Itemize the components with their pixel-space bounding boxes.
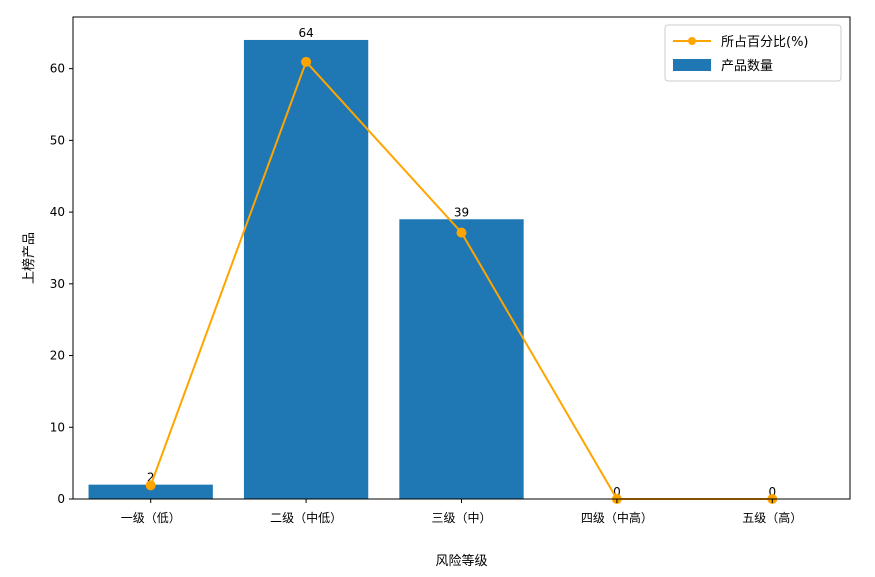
y-tick-label: 20 xyxy=(50,349,65,363)
line-point xyxy=(301,56,312,67)
bar-value-label: 2 xyxy=(147,471,155,485)
x-tick-group: 一级（低） 二级（中低） 三级（中） 四级（中高） 五级（高） xyxy=(121,499,802,525)
legend-bar-swatch xyxy=(673,59,711,71)
x-tick-label: 四级（中高） xyxy=(581,510,653,525)
legend-bar-label: 产品数量 xyxy=(721,59,773,74)
y-tick-label: 0 xyxy=(57,492,65,506)
bar-group xyxy=(88,39,524,499)
y-tick-label: 30 xyxy=(50,277,65,291)
bar-label-group: 2 64 39 0 0 xyxy=(147,26,776,499)
line-point xyxy=(456,227,467,238)
legend-marker-swatch xyxy=(688,37,696,45)
y-tick-label: 50 xyxy=(50,133,65,147)
y-tick-label: 10 xyxy=(50,420,65,434)
bar-value-label: 39 xyxy=(454,205,469,219)
bar xyxy=(243,39,369,499)
y-tick-label: 40 xyxy=(50,205,65,219)
y-axis-title: 上榜产品 xyxy=(21,232,37,284)
x-tick-label: 五级（高） xyxy=(742,510,802,525)
bar-value-label: 0 xyxy=(613,485,621,499)
bar-value-label: 64 xyxy=(298,26,313,40)
x-axis-title: 风险等级 xyxy=(435,553,487,569)
x-tick-label: 一级（低） xyxy=(121,511,181,525)
y-tick-label: 60 xyxy=(50,62,65,76)
bar xyxy=(88,484,213,499)
y-tick-group: 0 10 20 30 40 50 60 xyxy=(50,62,73,506)
bar xyxy=(399,219,524,499)
x-tick-label: 三级（中） xyxy=(431,510,491,525)
line-point xyxy=(145,480,156,491)
legend: 所占百分比(%) 产品数量 xyxy=(664,24,842,82)
legend-line-label: 所占百分比(%) xyxy=(721,35,809,50)
x-tick-label: 二级（中低） xyxy=(270,510,342,525)
bar-value-label: 0 xyxy=(768,485,776,499)
